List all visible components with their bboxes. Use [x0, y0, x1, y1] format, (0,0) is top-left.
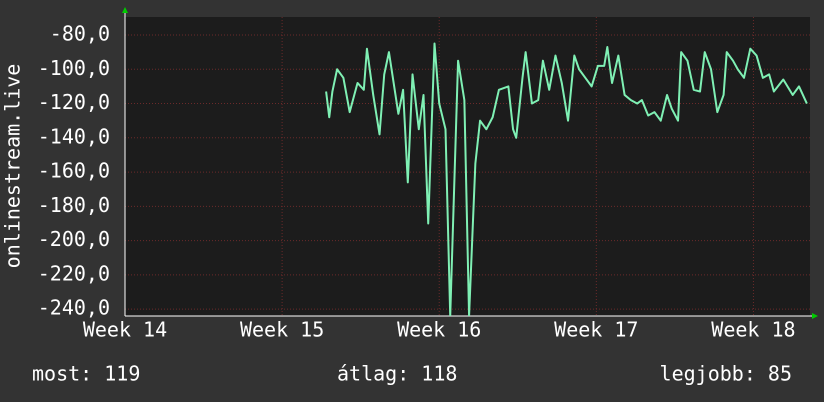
y-tick-label: -220,0 [38, 261, 110, 285]
stat-label: legjobb: 85 [660, 362, 792, 386]
y-tick-label: -160,0 [38, 159, 110, 183]
y-tick-label: -100,0 [38, 56, 110, 80]
x-tick-label: Week 16 [397, 318, 481, 342]
x-axis-arrow [812, 313, 818, 319]
x-tick-label: Week 17 [554, 318, 638, 342]
y-tick-label: -140,0 [38, 124, 110, 148]
y-tick-label: -120,0 [38, 90, 110, 114]
stat-label: átlag: 118 [337, 362, 457, 386]
data-line [325, 42, 808, 316]
y-axis-arrow [122, 7, 128, 13]
y-axis-label: onlinestream.live [1, 64, 25, 269]
y-tick-label: -240,0 [38, 296, 110, 320]
x-tick-label: Week 15 [240, 318, 324, 342]
x-tick-label: Week 14 [83, 318, 167, 342]
y-tick-label: -200,0 [38, 227, 110, 251]
y-tick-label: -80,0 [50, 21, 110, 45]
stat-label: most: 119 [32, 362, 140, 386]
y-tick-label: -180,0 [38, 193, 110, 217]
x-tick-label: Week 18 [711, 318, 795, 342]
